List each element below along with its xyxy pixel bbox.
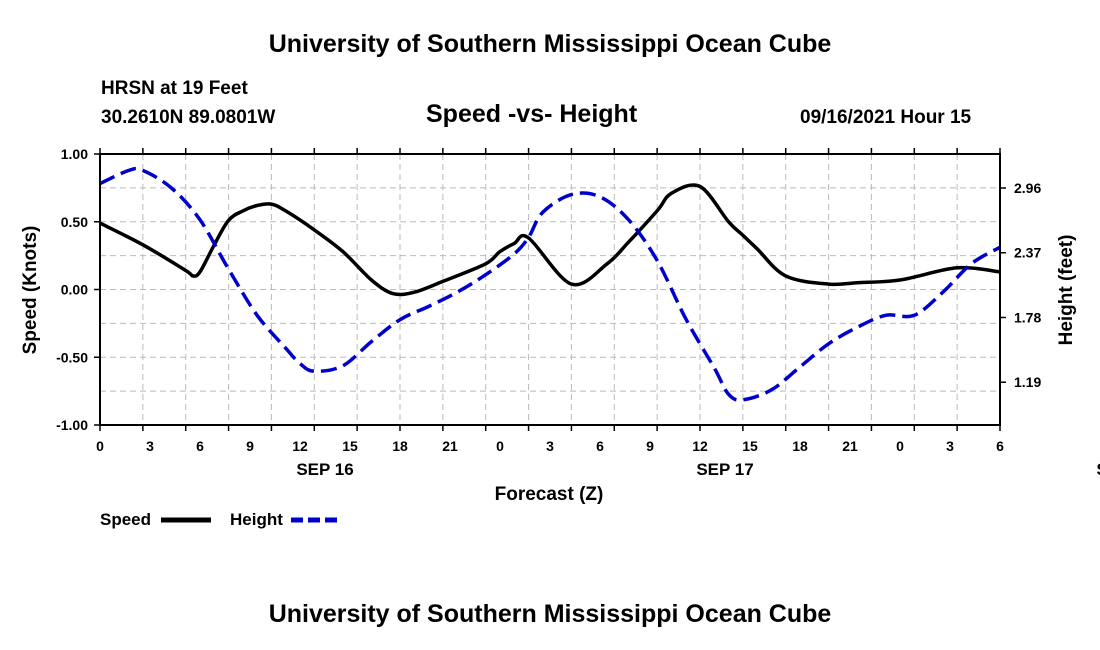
grid-layer <box>100 154 1000 425</box>
x-tick-label: 15 <box>742 438 758 454</box>
y-axis-label: Speed (Knots) <box>20 226 41 355</box>
x-tick-label: 3 <box>146 438 154 454</box>
y2-tick-label: 1.78 <box>1014 309 1041 325</box>
x-tick-label: 0 <box>896 438 904 454</box>
x-date-label: SEP 18 <box>1096 460 1100 479</box>
series-layer <box>99 166 1001 402</box>
label-layer: 0 3 6 9 12 15 18 21 0 3 6 9 12 15 18 21 0 3 6 SEP 16 SEP 17 S… <box>56 146 1100 479</box>
x-tick-label: 3 <box>546 438 554 454</box>
tick-layer <box>94 148 1006 431</box>
y2-axis-label: Height (feet) <box>1056 235 1077 346</box>
legend-speed-label: Speed <box>100 510 151 529</box>
x-tick-label: 9 <box>646 438 654 454</box>
station-name: HRSN at 19 Feet <box>101 78 248 99</box>
y-tick-label: -0.50 <box>56 349 88 365</box>
x-axis-label: Forecast (Z) <box>495 484 604 505</box>
y2-tick-label: 2.37 <box>1014 245 1041 261</box>
series-line-speed <box>99 183 1001 297</box>
x-tick-label: 21 <box>442 438 458 454</box>
x-tick-label: 0 <box>96 438 104 454</box>
y-tick-label: 0.50 <box>61 214 88 230</box>
y-tick-label: -1.00 <box>56 417 88 433</box>
y-tick-label: 1.00 <box>61 146 88 162</box>
x-tick-label: 12 <box>692 438 708 454</box>
x-date-label: SEP 17 <box>696 460 753 479</box>
legend-height-label: Height <box>230 510 283 529</box>
page-title: University of Southern Mississippi Ocean… <box>268 30 832 58</box>
x-tick-label: 18 <box>792 438 808 454</box>
x-tick-label: 6 <box>596 438 604 454</box>
forecast-datetime: 09/16/2021 Hour 15 <box>800 107 972 128</box>
x-date-label: SEP 16 <box>296 460 353 479</box>
y2-tick-label: 2.96 <box>1014 180 1041 196</box>
series-line-height <box>99 166 1001 402</box>
x-tick-label: 15 <box>342 438 358 454</box>
x-tick-label: 18 <box>392 438 408 454</box>
x-tick-label: 6 <box>196 438 204 454</box>
x-tick-label: 6 <box>996 438 1004 454</box>
x-tick-label: 9 <box>246 438 254 454</box>
footer-title: University of Southern Mississippi Ocean… <box>268 600 832 628</box>
legend: Speed Height <box>100 510 341 529</box>
y-tick-label: 0.00 <box>61 282 88 298</box>
chart-title: Speed -vs- Height <box>426 100 638 128</box>
station-coordinates: 30.2610N 89.0801W <box>101 107 276 128</box>
x-tick-label: 21 <box>842 438 858 454</box>
x-tick-label: 0 <box>496 438 504 454</box>
x-tick-label: 3 <box>946 438 954 454</box>
y2-tick-label: 1.19 <box>1014 374 1041 390</box>
x-tick-label: 12 <box>292 438 308 454</box>
